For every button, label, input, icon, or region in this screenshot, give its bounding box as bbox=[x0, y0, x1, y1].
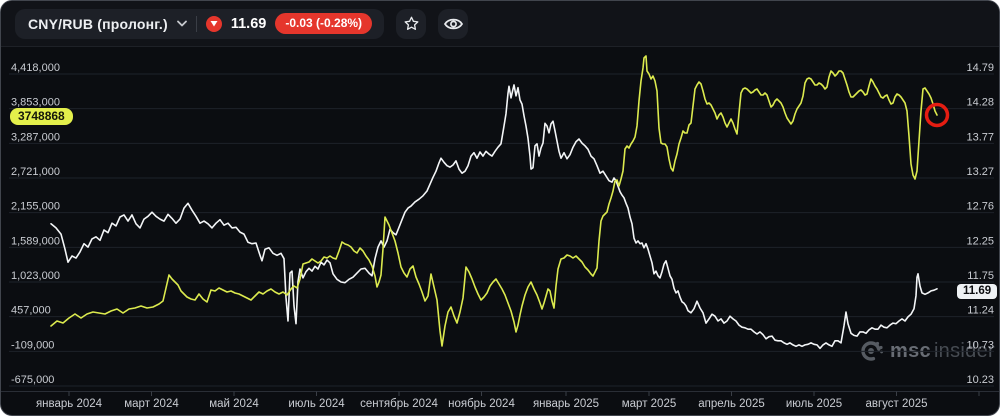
x-axis-label: январь 2025 bbox=[533, 398, 599, 410]
y-axis-right-label: 10.73 bbox=[966, 339, 994, 351]
y-axis-right-label: 11.75 bbox=[967, 270, 994, 282]
chevron-down-icon bbox=[176, 20, 187, 27]
y-axis-left-label: 1,023,000 bbox=[11, 270, 60, 282]
watermark-light-text: insider bbox=[933, 339, 995, 362]
y-axis-right-label: 13.27 bbox=[966, 166, 994, 178]
y-axis-right-label: 13.77 bbox=[966, 131, 994, 143]
watermark-bold-text: msc bbox=[890, 339, 931, 362]
x-axis-label: апрель 2025 bbox=[698, 398, 765, 410]
x-axis-label: июль 2024 bbox=[288, 398, 345, 410]
star-icon bbox=[403, 15, 420, 32]
y-axis-right-label: 12.25 bbox=[966, 235, 994, 247]
left-axis-value-badge: 3748868 bbox=[10, 108, 73, 125]
y-axis-left-label: 2,721,000 bbox=[11, 166, 60, 178]
highlight-circle-annotation bbox=[924, 102, 950, 128]
y-axis-left-label: 1,589,000 bbox=[11, 235, 60, 247]
last-price: 11.69 bbox=[230, 15, 267, 32]
x-axis-label: июль 2025 bbox=[786, 398, 842, 410]
y-axis-left-label: 457,000 bbox=[11, 305, 51, 317]
y-axis-right-label: 10.23 bbox=[966, 374, 994, 386]
x-axis-label: август 2025 bbox=[865, 398, 927, 410]
chart-header: CNY/RUB (пролонг.) 11.69 -0.03 (-0.28%) bbox=[1, 1, 999, 47]
y-axis-left-label: 3,287,000 bbox=[11, 131, 60, 143]
y-axis-left-label: 3,853,000 bbox=[11, 97, 60, 109]
eye-icon bbox=[443, 17, 463, 31]
y-axis-left-label: -109,000 bbox=[11, 339, 54, 351]
x-axis-label: ноябрь 2024 bbox=[448, 398, 515, 410]
x-axis-label: март 2025 bbox=[622, 398, 677, 410]
y-axis-right-label: 11.24 bbox=[967, 305, 994, 317]
price-down-indicator-icon bbox=[205, 15, 222, 32]
price-change-badge: -0.03 (-0.28%) bbox=[275, 13, 373, 34]
symbol-selector[interactable]: CNY/RUB (пролонг.) 11.69 -0.03 (-0.28%) bbox=[15, 8, 385, 39]
x-axis-label: январь 2024 bbox=[36, 398, 103, 410]
y-axis-right-label: 14.28 bbox=[966, 97, 994, 109]
watermark: msc insider bbox=[859, 339, 995, 363]
favorite-button[interactable] bbox=[396, 8, 427, 39]
y-axis-left-label: 2,155,000 bbox=[11, 201, 60, 213]
symbol-name: CNY/RUB (пролонг.) bbox=[28, 15, 168, 32]
y-axis-left-label: -675,000 bbox=[11, 374, 54, 386]
right-axis-value-badge: 11.69 bbox=[957, 284, 998, 299]
watch-button[interactable] bbox=[438, 8, 469, 39]
series-yellow-left-axis bbox=[50, 55, 938, 347]
divider bbox=[195, 15, 197, 32]
y-axis-right-label: 14.79 bbox=[966, 62, 994, 74]
series-white-price-right-axis bbox=[50, 84, 938, 350]
y-axis-left-label: 4,418,000 bbox=[11, 62, 60, 74]
x-axis-label: май 2024 bbox=[209, 398, 259, 410]
x-axis-label: март 2024 bbox=[124, 398, 179, 410]
y-axis-right-label: 12.76 bbox=[966, 201, 994, 213]
x-axis-label: сентябрь 2024 bbox=[360, 398, 438, 410]
